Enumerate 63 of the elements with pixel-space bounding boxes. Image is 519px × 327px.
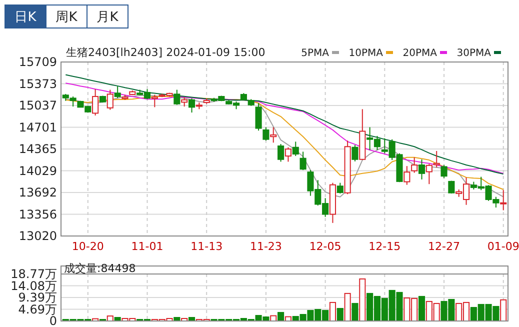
y-tick-label: 14029 [18, 164, 57, 178]
x-tick-label: 11-01 [131, 240, 164, 253]
candlestick [418, 158, 426, 180]
bar [278, 312, 284, 322]
y-tick-label: 15709 [18, 55, 57, 70]
y-tick-label: 14701 [18, 120, 57, 134]
chart-title: 生猪2403[lh2403] 2024-01-09 15:00 [66, 46, 266, 59]
candlestick [92, 88, 99, 116]
candlestick [278, 143, 284, 162]
candlestick [188, 98, 196, 114]
legend-label: 30PMA [456, 48, 492, 59]
candlestick [292, 141, 299, 157]
candlestick [404, 166, 410, 186]
y-tick-label: 18.77万 [10, 267, 57, 282]
candlestick [114, 86, 121, 99]
y-tick-label: 13692 [18, 186, 57, 200]
legend-label: 10PMA [348, 48, 384, 59]
bar [329, 302, 336, 322]
candlestick [500, 190, 507, 211]
candlestick [411, 156, 418, 174]
candlestick [433, 150, 440, 168]
candlestick [284, 146, 292, 162]
x-tick-label: 12-15 [368, 240, 401, 253]
text: 周K [56, 10, 78, 25]
candlestick [440, 164, 448, 179]
text: 日K [14, 10, 37, 25]
chart-title: 成交量:84498 [64, 262, 136, 275]
legend-label: 5PMA [301, 48, 330, 59]
y-tick-label: 0 [49, 314, 57, 327]
bar [359, 278, 366, 322]
text: 月K [96, 10, 119, 25]
x-tick-label: 11-13 [190, 240, 223, 253]
candlestick [300, 151, 306, 171]
y-tick-label: 4.69万 [18, 302, 57, 316]
candlestick [448, 180, 455, 194]
candlestick [181, 96, 188, 108]
candlestick [174, 89, 180, 106]
candlestick [426, 164, 432, 185]
y-tick-label: 14.08万 [10, 278, 57, 293]
y-tick-label: 13020 [18, 229, 57, 244]
bar [336, 308, 344, 322]
y-tick-label: 15373 [18, 76, 57, 91]
candlestick [336, 182, 344, 194]
bar [352, 302, 358, 322]
bar [500, 299, 507, 322]
legend-label: 20PMA [402, 48, 438, 59]
x-tick-label: 10-20 [72, 240, 104, 253]
y-tick-label: 13356 [18, 207, 57, 222]
candlestick [352, 144, 358, 162]
candlestick [151, 94, 158, 108]
y-tick-label: 14365 [18, 142, 57, 156]
candlestick [270, 126, 277, 144]
x-tick-label: 12-27 [428, 240, 460, 253]
x-tick-label: 01-09 [487, 240, 519, 253]
x-tick-label: 12-05 [309, 240, 342, 253]
candlestick [106, 89, 114, 110]
y-tick-label: 9.39万 [18, 290, 57, 305]
bar [344, 292, 351, 322]
bar [418, 296, 426, 322]
x-tick-label: 11-23 [250, 240, 282, 253]
candlestick [262, 126, 270, 142]
candlestick [255, 102, 262, 132]
y-tick-label: 15037 [18, 98, 57, 113]
